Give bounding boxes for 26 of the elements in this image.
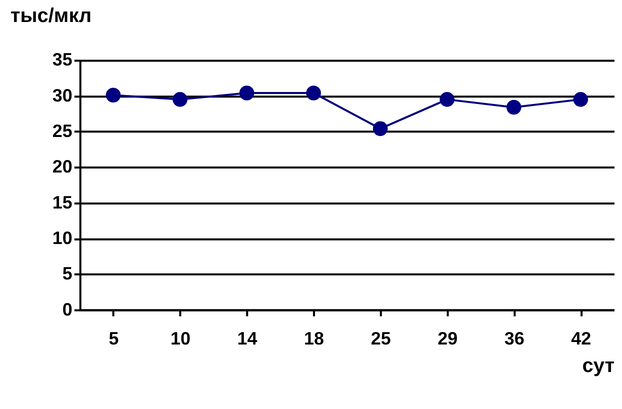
x-axis-title: сут <box>582 355 615 378</box>
point <box>172 92 188 107</box>
y-tick-label: 15 <box>52 192 72 212</box>
y-tick-label: 20 <box>52 156 72 177</box>
point <box>440 92 454 107</box>
point <box>372 121 388 136</box>
x-tick-label: 25 <box>370 328 391 348</box>
y-tick-label: 0 <box>62 299 72 320</box>
point <box>506 100 522 115</box>
x-tick-label: 10 <box>170 328 191 348</box>
y-tick-label: 30 <box>52 85 72 106</box>
x-tick-label: 29 <box>438 328 458 348</box>
y-tick-label: 25 <box>52 121 72 142</box>
y-axis-title: тыс/мкл <box>10 4 92 27</box>
y-tick-label: 10 <box>52 228 72 248</box>
point <box>573 92 588 107</box>
y-tick-label: 35 <box>52 50 72 70</box>
x-tick-label: 42 <box>571 328 592 348</box>
x-tick-label: 36 <box>504 328 524 348</box>
y-tick-label: 5 <box>62 264 72 284</box>
x-tick-label: 18 <box>304 328 324 348</box>
point <box>106 88 121 103</box>
point <box>306 86 321 100</box>
x-tick-label: 14 <box>237 328 258 348</box>
x-tick-label: 5 <box>108 328 119 348</box>
point <box>239 86 254 100</box>
